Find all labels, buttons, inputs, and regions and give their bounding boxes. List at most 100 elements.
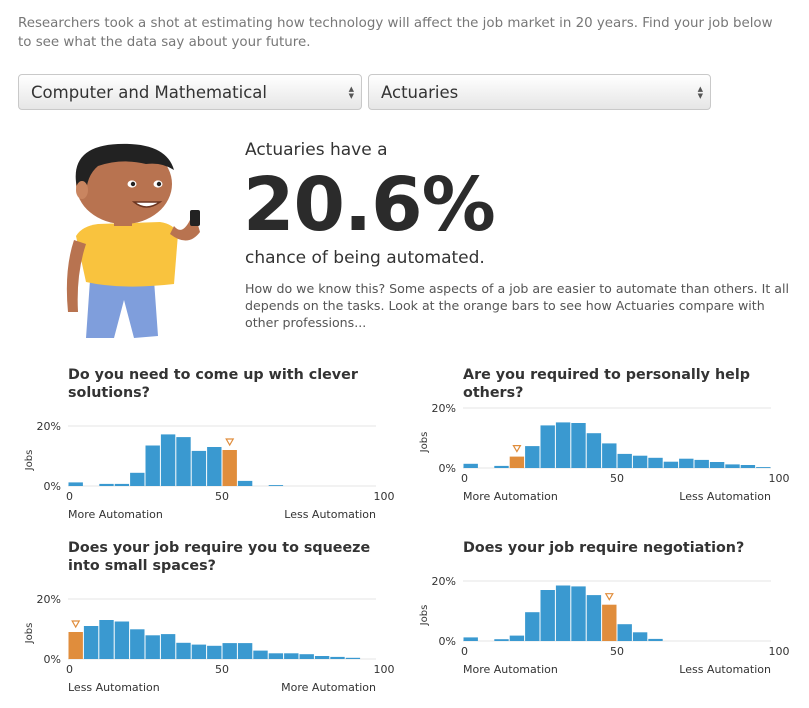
histogram-bar: [463, 637, 478, 641]
histogram-bar: [571, 423, 586, 468]
chart-panel-clever-solutions: Do you need to come up with clever solut…: [22, 366, 402, 526]
x-tick-label: 50: [215, 663, 229, 676]
histogram-bar: [725, 464, 740, 468]
category-select[interactable]: Computer and Mathematical ▲ ▼: [18, 74, 362, 110]
y-tick-label: 20%: [432, 575, 456, 588]
y-axis-label: Jobs: [24, 623, 35, 645]
automation-probability: 20.6%: [243, 162, 496, 248]
histogram-bar: [268, 485, 284, 486]
marker-triangle-icon: [604, 593, 614, 601]
histogram-bar: [632, 632, 648, 641]
histogram-bar: [145, 445, 160, 486]
x-tick-label: 0: [461, 472, 468, 485]
histogram-bar: [571, 586, 586, 641]
y-axis-label: Jobs: [419, 605, 430, 627]
histogram-bar: [268, 653, 284, 659]
histogram-clever-solutions: 20% 0% Jobs 0 50 100 More Automation Less Autom…: [24, 420, 395, 521]
histogram-bar: [740, 465, 756, 468]
histogram-bar: [586, 433, 602, 468]
job-select-value: Actuaries: [381, 83, 459, 102]
histogram-help-others: 20% 0% Jobs 0 50 100 More Automation Less Autom…: [419, 402, 790, 503]
histogram-bar: [176, 642, 191, 659]
x-axis-right-label: More Automation: [281, 681, 376, 694]
histogram-bar: [284, 653, 299, 659]
y-tick-label: 20%: [37, 593, 61, 606]
histogram-bar: [555, 585, 571, 641]
histogram-bar: [648, 638, 663, 641]
histogram-bar: [617, 624, 632, 641]
histogram-bar: [99, 483, 114, 486]
histogram-small-spaces: 20% 0% Jobs 0 50 100 Less Automation More Autom…: [24, 593, 395, 694]
histogram-bar: [540, 425, 555, 468]
x-tick-label: 0: [66, 663, 73, 676]
histogram-bar: [237, 480, 253, 486]
histogram-bar: [525, 446, 540, 468]
highlight-bar: [509, 456, 525, 468]
chart-panel-help-others: Are you required to personally help othe…: [417, 366, 797, 506]
histogram-bar: [237, 643, 253, 659]
y-tick-label: 0%: [439, 635, 456, 648]
x-axis-right-label: Less Automation: [679, 663, 771, 676]
x-axis-left-label: More Automation: [463, 663, 558, 676]
histogram-bar: [207, 447, 222, 486]
explanation-text: How do we know this? Some aspects of a j…: [245, 281, 790, 330]
x-axis-left-label: More Automation: [463, 490, 558, 503]
job-select[interactable]: Actuaries ▲ ▼: [368, 74, 711, 110]
histogram-bar: [191, 644, 207, 659]
histogram-bar: [130, 472, 145, 486]
x-tick-label: 50: [610, 472, 624, 485]
histogram-bar: [694, 459, 709, 468]
histogram-bar: [83, 626, 99, 659]
histogram-bar: [207, 645, 222, 659]
histogram-bar: [463, 463, 478, 468]
histogram-bar: [176, 437, 191, 486]
histogram-bar: [160, 634, 176, 659]
select-arrows-icon: ▲ ▼: [348, 85, 354, 100]
histogram-bar: [648, 457, 663, 468]
histogram-bar: [68, 482, 83, 486]
histogram-bar: [555, 422, 571, 468]
x-axis-right-label: Less Automation: [284, 508, 376, 521]
histogram-bar: [617, 453, 632, 468]
chart-question: Do you need to come up with clever solut…: [68, 367, 358, 401]
histogram-bar: [191, 450, 207, 486]
select-arrows-icon: ▲ ▼: [697, 85, 703, 100]
histogram-bar: [509, 635, 525, 641]
histogram-bar: [130, 629, 145, 659]
histogram-bar: [253, 650, 268, 659]
marker-triangle-icon: [512, 445, 522, 453]
y-tick-label: 0%: [44, 653, 61, 666]
histogram-bar: [586, 595, 602, 641]
x-tick-label: 0: [461, 645, 468, 658]
histogram-bar: [345, 657, 361, 659]
category-select-value: Computer and Mathematical: [31, 83, 267, 102]
y-tick-label: 20%: [37, 420, 61, 433]
y-axis-label: Jobs: [24, 450, 35, 472]
y-axis-label: Jobs: [419, 432, 430, 454]
chart-question: Does your job require you to squeeze int…: [68, 540, 371, 574]
x-tick-label: 100: [769, 645, 790, 658]
y-tick-label: 20%: [432, 402, 456, 415]
chart-question: Are you required to personally help othe…: [463, 367, 750, 401]
x-tick-label: 50: [610, 645, 624, 658]
histogram-bar: [756, 467, 771, 468]
marker-triangle-icon: [71, 620, 81, 629]
y-tick-label: 0%: [439, 462, 456, 475]
histogram-bar: [494, 465, 509, 468]
marker-triangle-icon: [225, 438, 235, 447]
histogram-bar: [525, 612, 540, 641]
histogram-bar: [299, 654, 314, 659]
histogram-bar: [145, 635, 160, 659]
x-tick-label: 0: [66, 490, 73, 503]
x-axis-left-label: Less Automation: [68, 681, 160, 694]
result-tail: chance of being automated.: [245, 248, 485, 268]
chart-panel-small-spaces: Does your job require you to squeeze int…: [22, 539, 402, 699]
result-lead: Actuaries have a: [245, 140, 388, 160]
highlight-bar: [602, 604, 617, 641]
histogram-bar: [602, 443, 617, 468]
highlight-bar: [222, 450, 237, 486]
histogram-bar: [114, 483, 130, 486]
x-axis-left-label: More Automation: [68, 508, 163, 521]
histogram-bar: [632, 455, 648, 468]
intro-text: Researchers took a shot at estimating ho…: [18, 16, 773, 50]
